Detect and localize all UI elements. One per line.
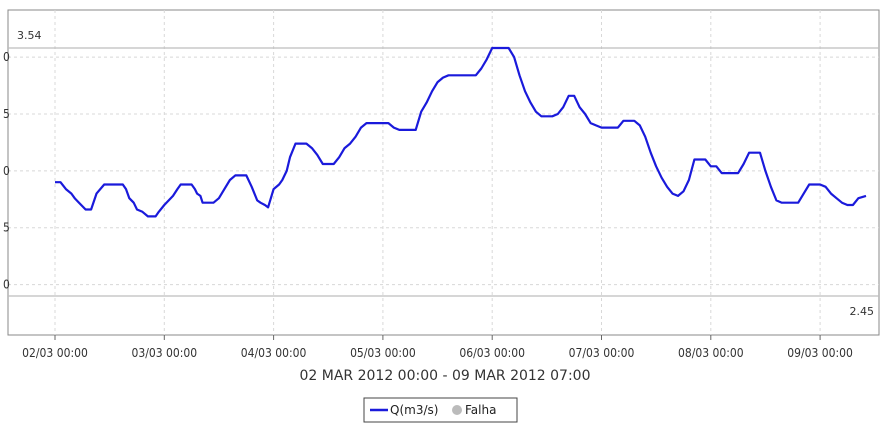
reference-lines: 3.54 2.45 xyxy=(8,29,879,318)
x-tick-label: 06/03 00:00 xyxy=(459,346,525,360)
x-tick-label: 05/03 00:00 xyxy=(350,346,416,360)
reference-line-label: 2.45 xyxy=(850,305,875,318)
x-tick-label: 02/03 00:00 xyxy=(22,346,88,360)
legend: Q(m3/s) Falha xyxy=(363,397,518,423)
x-grid xyxy=(54,10,821,335)
reference-line-label: 3.54 xyxy=(17,29,42,42)
y-axis-ticks: 0 5 0 5 0 xyxy=(3,50,10,292)
legend-falha-label: Falha xyxy=(465,403,496,417)
y-tick-label: 0 xyxy=(3,164,10,178)
y-grid xyxy=(8,56,879,286)
x-tick-label: 07/03 00:00 xyxy=(569,346,635,360)
y-tick-label: 5 xyxy=(3,221,10,235)
legend-box xyxy=(363,397,518,423)
legend-falha-dot xyxy=(452,405,462,415)
x-tick-label: 09/03 00:00 xyxy=(787,346,853,360)
date-range-label: 02 MAR 2012 00:00 - 09 MAR 2012 07:00 xyxy=(300,368,591,384)
x-tick-label: 04/03 00:00 xyxy=(241,346,307,360)
y-tick-label: 5 xyxy=(3,107,10,121)
y-tick-label: 0 xyxy=(3,50,10,64)
y-tick-label: 0 xyxy=(3,278,10,292)
series-line-q xyxy=(55,46,867,218)
x-axis-ticks: 02/03 00:00 03/03 00:00 04/03 00:00 05/03 0… xyxy=(22,335,853,360)
x-tick-label: 08/03 00:00 xyxy=(678,346,744,360)
legend-q-label: Q(m3/s) xyxy=(390,403,438,417)
x-tick-label: 03/03 00:00 xyxy=(131,346,197,360)
plot-area xyxy=(7,9,880,336)
